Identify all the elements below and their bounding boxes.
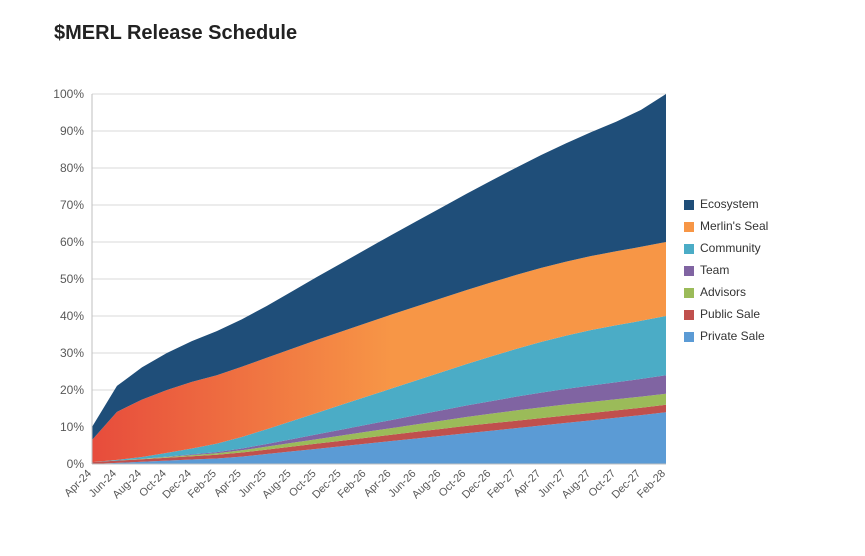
y-tick-label: 0% <box>67 457 85 471</box>
legend-swatch <box>684 200 694 210</box>
legend-swatch <box>684 222 694 232</box>
y-tick-label: 20% <box>60 383 84 397</box>
x-tick-label: Feb-25 <box>186 468 219 501</box>
y-tick-label: 10% <box>60 420 84 434</box>
legend-label: Ecosystem <box>700 197 759 211</box>
legend-label: Public Sale <box>700 307 760 321</box>
legend-label: Merlin's Seal <box>700 219 768 233</box>
legend-swatch <box>684 244 694 254</box>
x-tick-label: Feb-28 <box>635 468 668 501</box>
y-tick-label: 30% <box>60 346 84 360</box>
legend-swatch <box>684 310 694 320</box>
legend-swatch <box>684 332 694 342</box>
y-tick-label: 50% <box>60 272 84 286</box>
y-tick-label: 100% <box>53 87 84 101</box>
y-tick-label: 90% <box>60 124 84 138</box>
legend-swatch <box>684 266 694 276</box>
y-tick-label: 70% <box>60 198 84 212</box>
y-tick-label: 40% <box>60 309 84 323</box>
x-tick-label: Feb-27 <box>485 468 518 501</box>
legend-label: Private Sale <box>700 329 765 343</box>
y-tick-label: 60% <box>60 235 84 249</box>
legend-label: Team <box>700 263 729 277</box>
legend-label: Advisors <box>700 285 746 299</box>
release-schedule-chart: 0%10%20%30%40%50%60%70%80%90%100%Apr-24J… <box>36 70 816 530</box>
chart-frame: $MERL Release Schedule 0% 10% 20% 30% 40% 50%… <box>0 0 865 556</box>
legend-swatch <box>684 288 694 298</box>
y-tick-label: 80% <box>60 161 84 175</box>
legend-label: Community <box>700 241 761 255</box>
x-tick-label: Feb-26 <box>336 468 369 501</box>
chart-title: $MERL Release Schedule <box>54 22 297 45</box>
